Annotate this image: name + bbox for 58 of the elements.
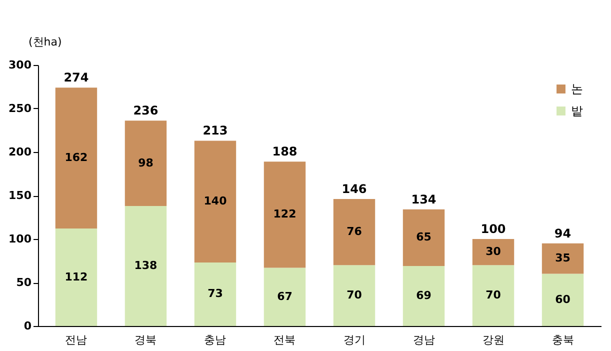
data-label: 140 bbox=[204, 194, 228, 208]
bar bbox=[55, 88, 98, 229]
data-label: 98 bbox=[138, 156, 154, 170]
data-label: 70 bbox=[346, 288, 362, 302]
y-axis-title: (천ha) bbox=[28, 36, 62, 48]
data-label: 35 bbox=[555, 252, 570, 265]
data-label: 122 bbox=[273, 208, 296, 221]
data-label: 162 bbox=[64, 151, 88, 164]
total-label: 274 bbox=[64, 70, 89, 85]
data-label: 70 bbox=[486, 288, 502, 302]
bar bbox=[542, 274, 584, 326]
bar bbox=[194, 140, 236, 262]
data-label: 138 bbox=[134, 258, 158, 272]
total-label: 94 bbox=[554, 226, 572, 240]
x-tick-label: 충남 bbox=[204, 334, 226, 346]
data-label: 30 bbox=[486, 245, 502, 258]
x-tick-label: 전북 bbox=[274, 334, 296, 346]
data-label: 65 bbox=[416, 230, 432, 244]
bar bbox=[264, 162, 306, 268]
bar bbox=[402, 266, 445, 326]
total-label: 146 bbox=[342, 182, 367, 196]
data-label: 112 bbox=[64, 270, 88, 284]
total-label: 188 bbox=[272, 144, 298, 159]
x-tick-label: 경북 bbox=[134, 334, 157, 346]
bar bbox=[472, 265, 514, 326]
bar bbox=[542, 243, 584, 274]
x-tick-label: 전남 bbox=[65, 334, 88, 346]
total-label: 134 bbox=[411, 192, 436, 206]
x-tick-label: 강원 bbox=[482, 334, 504, 346]
bar bbox=[333, 265, 376, 326]
data-label: 60 bbox=[555, 292, 571, 306]
bar bbox=[264, 268, 306, 326]
total-label: 236 bbox=[133, 104, 158, 118]
y-tick-label: 50 bbox=[16, 276, 32, 289]
data-label: 73 bbox=[208, 287, 223, 300]
x-tick-label: 경기 bbox=[343, 334, 366, 346]
y-tick-label: 300 bbox=[8, 58, 32, 72]
data-label: 67 bbox=[277, 290, 292, 303]
bar bbox=[55, 228, 98, 326]
x-tick-label: 충북 bbox=[552, 334, 574, 346]
bar bbox=[124, 120, 167, 206]
bar bbox=[194, 262, 236, 326]
legend-label: 논 bbox=[571, 82, 583, 96]
y-tick-label: 100 bbox=[8, 232, 32, 246]
y-tick-label: 0 bbox=[24, 320, 32, 332]
bar bbox=[124, 206, 167, 326]
data-label: 76 bbox=[346, 225, 362, 238]
y-tick-label: 150 bbox=[8, 189, 32, 202]
bar bbox=[333, 198, 376, 266]
y-tick-label: 250 bbox=[8, 102, 32, 115]
total-label: 100 bbox=[480, 222, 506, 236]
bar bbox=[472, 239, 514, 266]
legend-label: 밭 bbox=[571, 104, 583, 118]
x-tick-label: 경남 bbox=[412, 334, 435, 346]
data-label: 69 bbox=[416, 288, 432, 302]
total-label: 213 bbox=[202, 124, 228, 138]
bar bbox=[402, 209, 445, 266]
y-tick-label: 200 bbox=[8, 146, 32, 158]
